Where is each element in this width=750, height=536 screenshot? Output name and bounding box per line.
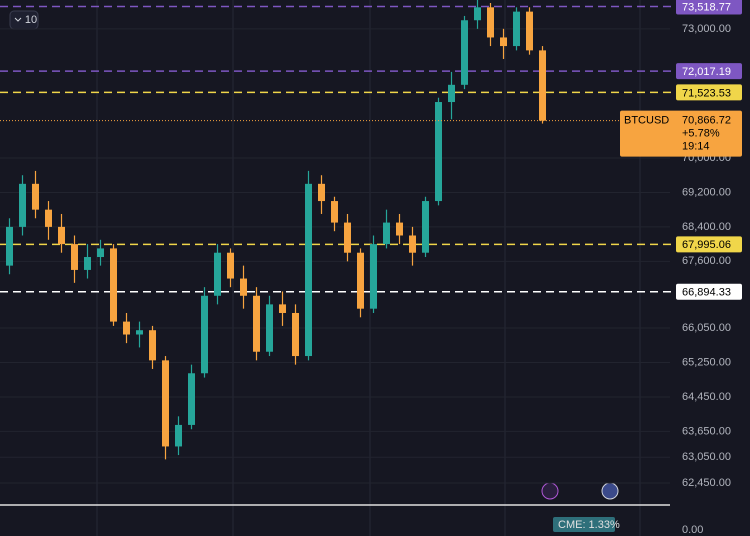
candle-body xyxy=(6,226,13,266)
price-tag xyxy=(676,84,742,101)
candle-body xyxy=(149,330,156,361)
candle-body xyxy=(253,295,260,352)
candle-body xyxy=(136,330,143,335)
candle-body xyxy=(318,183,325,202)
last-price-label: 70,866.72 xyxy=(682,115,731,127)
price-tag-label: 66,894.33 xyxy=(682,287,731,299)
candle-body xyxy=(162,360,169,447)
candle-body xyxy=(461,20,468,85)
candle-body xyxy=(500,37,507,47)
candle-body xyxy=(58,226,65,245)
candle-body xyxy=(175,424,182,447)
candle-body xyxy=(110,248,117,322)
price-tag-label: 72,017.19 xyxy=(682,66,731,78)
price-tag-label: 71,523.53 xyxy=(682,87,731,99)
y-tick-label: 64,450.00 xyxy=(682,391,731,403)
candle-body xyxy=(188,373,195,425)
candle-body xyxy=(214,252,221,296)
symbol-label: BTCUSD xyxy=(624,115,669,127)
candle-body xyxy=(97,248,104,258)
candle-body xyxy=(357,252,364,309)
candle-body xyxy=(292,312,299,357)
price-tag-label: 73,518.77 xyxy=(682,1,731,13)
candle-body xyxy=(45,209,52,227)
y-tick-label: 62,450.00 xyxy=(682,477,731,489)
y-tick-label: 73,000.00 xyxy=(682,23,731,35)
candle-body xyxy=(422,201,429,253)
candle-body xyxy=(123,321,130,335)
candle-body xyxy=(227,252,234,279)
candle-body xyxy=(344,222,351,253)
candle-body xyxy=(279,304,286,313)
candle-body xyxy=(383,222,390,245)
y-tick-label: 69,200.00 xyxy=(682,186,731,198)
last-price-block xyxy=(620,110,742,157)
candle-body xyxy=(409,235,416,253)
price-tag xyxy=(676,0,742,15)
chevron-icon xyxy=(14,17,22,22)
candle-body xyxy=(84,257,91,270)
cme-label: CME: 1.33% xyxy=(558,519,620,531)
candle-body xyxy=(370,244,377,309)
y-tick-label: 63,650.00 xyxy=(682,425,731,437)
candle-body xyxy=(32,183,39,210)
interval-label: 10 xyxy=(25,14,37,26)
candle-body xyxy=(526,11,533,51)
candle-body xyxy=(539,50,546,121)
flag-icon[interactable] xyxy=(601,482,619,500)
y-tick-label: 67,600.00 xyxy=(682,255,731,267)
candle-body xyxy=(487,7,494,38)
price-tag xyxy=(676,236,742,253)
candle-body xyxy=(513,11,520,47)
candle-body xyxy=(201,295,208,374)
price-tag xyxy=(676,63,742,80)
candle-body xyxy=(240,278,247,296)
price-tag-label: 67,995.06 xyxy=(682,239,731,251)
cme-tag xyxy=(553,517,615,532)
candle-body xyxy=(474,7,481,21)
candle-body xyxy=(396,222,403,236)
event-icon[interactable] xyxy=(541,482,559,500)
y-tick-label: 65,250.00 xyxy=(682,356,731,368)
candle-body xyxy=(19,183,26,227)
y-tick-label: 68,400.00 xyxy=(682,221,731,233)
price-tag xyxy=(676,283,742,300)
candle-body xyxy=(71,244,78,270)
candle-body xyxy=(435,102,442,202)
y-tick-label: 66,050.00 xyxy=(682,322,731,334)
candle-body xyxy=(331,201,338,223)
candle-body xyxy=(266,304,273,352)
candle-body xyxy=(448,84,455,103)
y-tick-label: 63,050.00 xyxy=(682,451,731,463)
volume-axis-label: 0.00 xyxy=(682,524,703,536)
countdown-label: 19:14 xyxy=(682,141,710,153)
change-label: +5.78% xyxy=(682,128,720,140)
candle-body xyxy=(305,183,312,357)
